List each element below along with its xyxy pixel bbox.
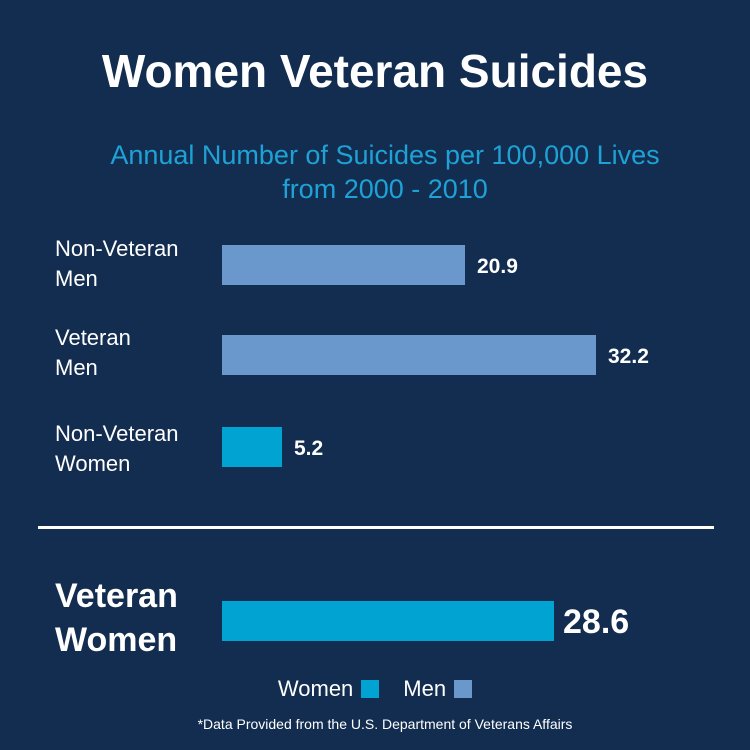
- category-label-line: Non-Veteran: [55, 421, 179, 446]
- bar-veteran-women: [222, 601, 554, 641]
- category-label-veteran-men: Veteran Men: [55, 323, 225, 383]
- data-source-footnote: *Data Provided from the U.S. Department …: [197, 716, 573, 732]
- category-label-line: Veteran: [55, 577, 178, 615]
- category-label-line: Men: [55, 355, 98, 380]
- category-label-non-veteran-men: Non-Veteran Men: [55, 234, 225, 294]
- legend-swatch-women: [361, 680, 380, 698]
- bar-non-veteran-men: [222, 245, 465, 285]
- subtitle-line-1: Annual Number of Suicides per 100,000 Li…: [110, 140, 660, 170]
- legend: Women Men: [0, 676, 750, 702]
- category-label-veteran-women: Veteran Women: [55, 574, 225, 662]
- chart-subtitle: Annual Number of Suicides per 100,000 Li…: [0, 138, 750, 206]
- legend-swatch-men: [454, 680, 473, 698]
- value-label-veteran-women: 28.6: [563, 603, 630, 641]
- category-label-line: Men: [55, 266, 98, 291]
- bar-non-veteran-women: [222, 427, 282, 467]
- category-label-line: Non-Veteran: [55, 236, 179, 261]
- legend-item-men: Men: [403, 676, 473, 702]
- subtitle-line-2: from 2000 - 2010: [282, 174, 488, 204]
- category-label-non-veteran-women: Non-Veteran Women: [55, 419, 225, 479]
- category-label-line: Women: [55, 451, 131, 476]
- value-label-veteran-men: 32.2: [608, 345, 649, 368]
- value-label-non-veteran-men: 20.9: [477, 255, 518, 278]
- legend-label-men: Men: [403, 676, 447, 701]
- divider-line: [38, 526, 714, 529]
- legend-label-women: Women: [277, 676, 354, 701]
- value-label-non-veteran-women: 5.2: [294, 437, 324, 460]
- category-label-line: Women: [55, 621, 178, 659]
- legend-item-women: Women: [277, 676, 380, 702]
- category-label-line: Veteran: [55, 325, 131, 350]
- bar-veteran-men: [222, 335, 596, 375]
- chart-title: Women Veteran Suicides: [101, 45, 649, 97]
